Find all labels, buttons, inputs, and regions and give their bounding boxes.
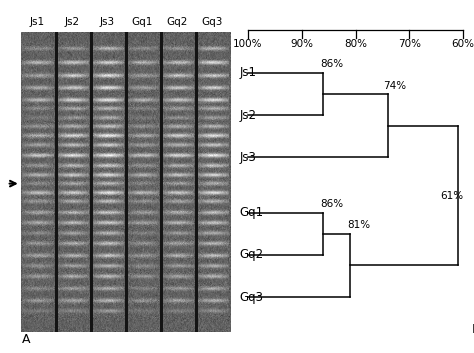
Text: 61%: 61% — [440, 191, 463, 201]
Text: 86%: 86% — [320, 59, 344, 69]
Text: Gq1: Gq1 — [240, 206, 264, 219]
Text: Js3: Js3 — [100, 17, 115, 27]
Text: 80%: 80% — [344, 40, 367, 49]
Text: Js2: Js2 — [240, 109, 257, 121]
Text: A: A — [22, 334, 30, 347]
Text: 81%: 81% — [347, 220, 371, 230]
Text: 60%: 60% — [452, 40, 474, 49]
Text: 86%: 86% — [320, 199, 344, 209]
Text: Gq3: Gq3 — [240, 291, 264, 304]
Text: Gq3: Gq3 — [201, 17, 223, 27]
Text: Js1: Js1 — [240, 66, 257, 79]
Text: Gq1: Gq1 — [131, 17, 153, 27]
Text: 100%: 100% — [233, 40, 263, 49]
Text: 90%: 90% — [290, 40, 313, 49]
Text: 70%: 70% — [398, 40, 421, 49]
Text: Gq2: Gq2 — [166, 17, 188, 27]
Text: Gq2: Gq2 — [240, 249, 264, 261]
Text: 74%: 74% — [383, 80, 407, 90]
Text: Js1: Js1 — [30, 17, 45, 27]
Text: Js3: Js3 — [240, 151, 256, 164]
Text: Js2: Js2 — [65, 17, 80, 27]
Text: B: B — [471, 323, 474, 336]
